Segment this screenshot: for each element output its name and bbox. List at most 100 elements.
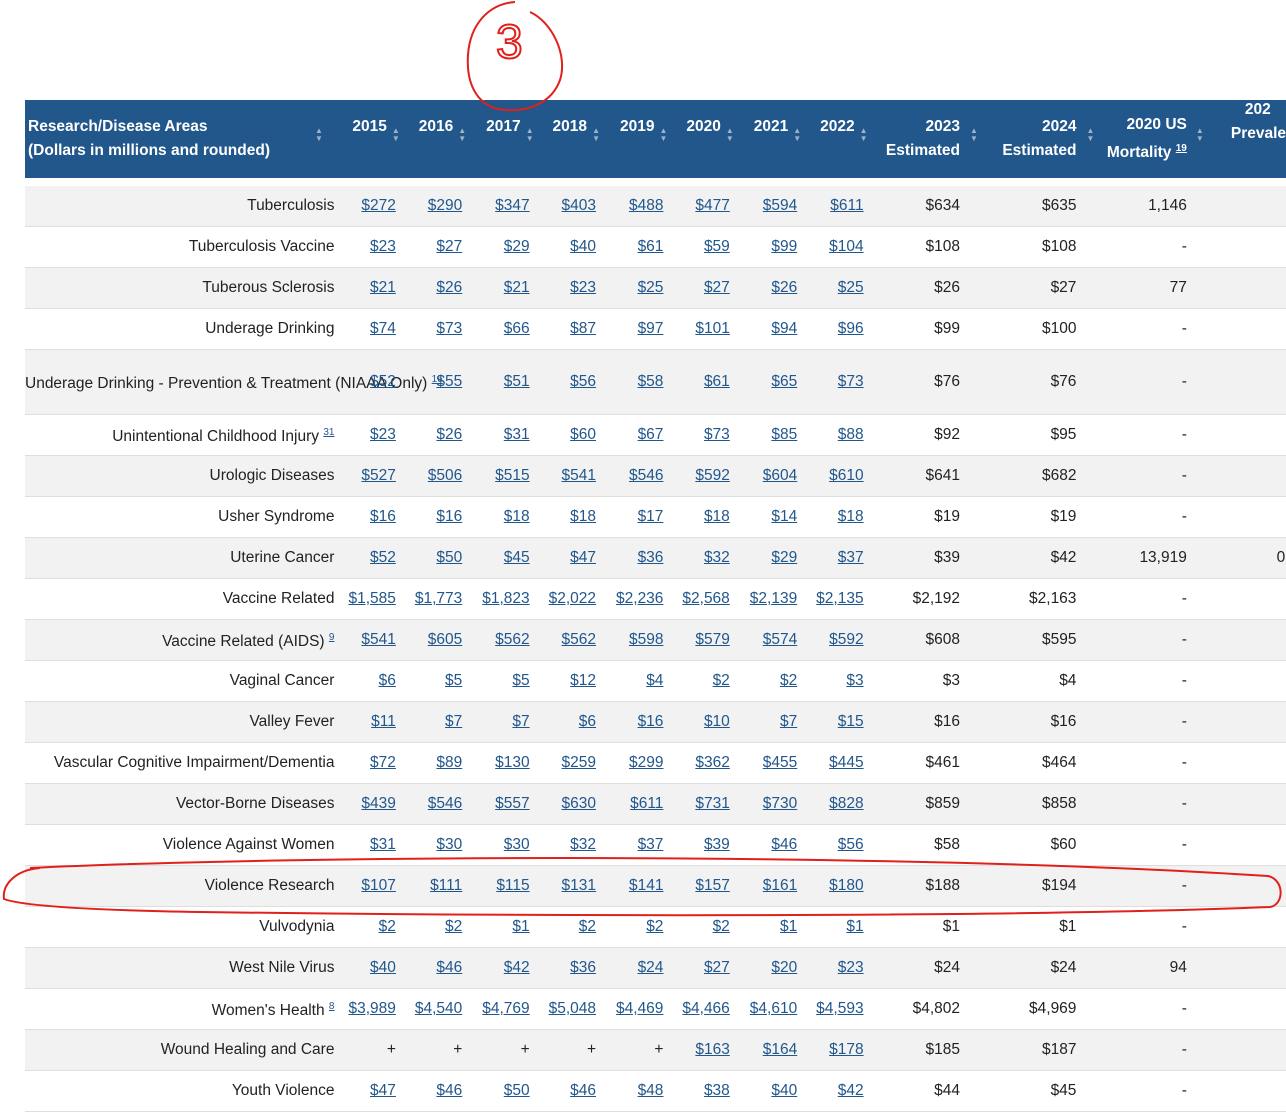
funding-value-link[interactable]: $163 bbox=[695, 1041, 730, 1058]
funding-value-link[interactable]: $2 bbox=[646, 918, 664, 935]
funding-value-link[interactable]: $18 bbox=[837, 508, 864, 525]
funding-value-link[interactable]: $477 bbox=[695, 197, 730, 214]
sort-icon[interactable]: ▲ ▼ bbox=[859, 126, 868, 143]
funding-value-link[interactable]: $4,610 bbox=[749, 1000, 798, 1017]
funding-value-link[interactable]: $610 bbox=[829, 467, 864, 484]
funding-value-link[interactable]: $2 bbox=[712, 672, 730, 689]
funding-value-link[interactable]: $180 bbox=[829, 877, 864, 894]
funding-value-link[interactable]: $5 bbox=[445, 672, 463, 689]
funding-value-link[interactable]: $66 bbox=[503, 320, 530, 337]
funding-value-link[interactable]: $31 bbox=[503, 426, 530, 443]
funding-value-link[interactable]: $2 bbox=[779, 672, 798, 689]
funding-value-link[interactable]: $6 bbox=[378, 672, 396, 689]
funding-value-link[interactable]: $101 bbox=[695, 320, 730, 337]
funding-value-link[interactable]: $1,585 bbox=[348, 590, 396, 607]
funding-value-link[interactable]: $3,989 bbox=[348, 1000, 396, 1017]
funding-value-link[interactable]: $17 bbox=[637, 508, 664, 525]
col-header-2015[interactable]: 2015 ▲ ▼ bbox=[334, 100, 402, 178]
funding-value-link[interactable]: $39 bbox=[703, 836, 730, 853]
funding-value-link[interactable]: $56 bbox=[837, 836, 864, 853]
funding-value-link[interactable]: $574 bbox=[762, 631, 798, 648]
funding-value-link[interactable]: $403 bbox=[561, 197, 597, 214]
funding-value-link[interactable]: $730 bbox=[762, 795, 798, 812]
funding-value-link[interactable]: $16 bbox=[637, 713, 664, 730]
funding-value-link[interactable]: $2,139 bbox=[749, 590, 798, 607]
funding-value-link[interactable]: $1 bbox=[846, 918, 864, 935]
funding-value-link[interactable]: $50 bbox=[436, 549, 463, 566]
sort-icon[interactable]: ▲ ▼ bbox=[659, 126, 668, 143]
funding-value-link[interactable]: $42 bbox=[503, 959, 530, 976]
footnote-link[interactable]: 9 bbox=[328, 632, 335, 643]
funding-value-link[interactable]: $611 bbox=[630, 795, 664, 812]
funding-value-link[interactable]: $50 bbox=[503, 1082, 530, 1099]
funding-value-link[interactable]: $1,773 bbox=[414, 590, 463, 607]
funding-value-link[interactable]: $47 bbox=[370, 1082, 396, 1099]
funding-value-link[interactable]: $26 bbox=[436, 426, 463, 443]
col-header-2016[interactable]: 2016 ▲ ▼ bbox=[401, 100, 469, 178]
funding-value-link[interactable]: $10 bbox=[703, 713, 730, 730]
funding-value-link[interactable]: $107 bbox=[361, 877, 396, 894]
funding-value-link[interactable]: $27 bbox=[703, 959, 730, 976]
funding-value-link[interactable]: $23 bbox=[837, 959, 864, 976]
funding-value-link[interactable]: $115 bbox=[496, 877, 530, 894]
funding-value-link[interactable]: $272 bbox=[361, 197, 396, 214]
funding-value-link[interactable]: $506 bbox=[427, 467, 463, 484]
funding-value-link[interactable]: $7 bbox=[445, 713, 463, 730]
funding-value-link[interactable]: $2 bbox=[445, 918, 463, 935]
funding-value-link[interactable]: $7 bbox=[779, 713, 798, 730]
funding-value-link[interactable]: $46 bbox=[570, 1082, 597, 1099]
funding-value-link[interactable]: $40 bbox=[570, 238, 597, 255]
funding-value-link[interactable]: $20 bbox=[771, 959, 798, 976]
funding-value-link[interactable]: $32 bbox=[703, 549, 730, 566]
funding-value-link[interactable]: $527 bbox=[361, 467, 396, 484]
funding-value-link[interactable]: $30 bbox=[503, 836, 530, 853]
funding-value-link[interactable]: $546 bbox=[628, 467, 664, 484]
funding-value-link[interactable]: $605 bbox=[427, 631, 463, 648]
funding-value-link[interactable]: $60 bbox=[570, 426, 597, 443]
col-header-2017[interactable]: 2017 ▲ ▼ bbox=[468, 100, 536, 178]
sort-icon[interactable]: ▲ ▼ bbox=[458, 126, 467, 143]
footnote-link[interactable]: 31 bbox=[323, 427, 335, 438]
funding-value-link[interactable]: $55 bbox=[436, 373, 463, 390]
funding-value-link[interactable]: $45 bbox=[503, 549, 530, 566]
funding-value-link[interactable]: $2 bbox=[712, 918, 730, 935]
funding-value-link[interactable]: $23 bbox=[570, 279, 597, 296]
col-header-2020[interactable]: 2020 ▲ ▼ bbox=[669, 100, 736, 178]
funding-value-link[interactable]: $38 bbox=[703, 1082, 730, 1099]
funding-value-link[interactable]: $16 bbox=[436, 508, 463, 525]
funding-value-link[interactable]: $85 bbox=[771, 426, 798, 443]
funding-value-link[interactable]: $96 bbox=[837, 320, 864, 337]
funding-value-link[interactable]: $51 bbox=[503, 373, 530, 390]
col-header-2019[interactable]: 2019 ▲ ▼ bbox=[602, 100, 670, 178]
funding-value-link[interactable]: $73 bbox=[436, 320, 463, 337]
sort-icon[interactable]: ▲ ▼ bbox=[525, 126, 534, 143]
funding-value-link[interactable]: $16 bbox=[370, 508, 396, 525]
funding-value-link[interactable]: $25 bbox=[637, 279, 664, 296]
funding-value-link[interactable]: $562 bbox=[495, 631, 530, 648]
col-header-2024-estimated[interactable]: 2024 Estimated ▲ ▼ bbox=[986, 100, 1103, 178]
funding-value-link[interactable]: $36 bbox=[570, 959, 597, 976]
funding-value-link[interactable]: $164 bbox=[762, 1041, 798, 1058]
funding-value-link[interactable]: $579 bbox=[695, 631, 730, 648]
funding-value-link[interactable]: $299 bbox=[628, 754, 664, 771]
funding-value-link[interactable]: $27 bbox=[703, 279, 730, 296]
funding-value-link[interactable]: $546 bbox=[427, 795, 463, 812]
funding-value-link[interactable]: $61 bbox=[703, 373, 730, 390]
funding-value-link[interactable]: $178 bbox=[829, 1041, 864, 1058]
funding-value-link[interactable]: $104 bbox=[829, 238, 864, 255]
funding-value-link[interactable]: $56 bbox=[570, 373, 597, 390]
funding-value-link[interactable]: $52 bbox=[370, 549, 396, 566]
footnote-link[interactable]: 19 bbox=[1175, 143, 1187, 154]
funding-value-link[interactable]: $23 bbox=[370, 238, 396, 255]
funding-value-link[interactable]: $111 bbox=[430, 877, 463, 894]
funding-value-link[interactable]: $541 bbox=[561, 467, 597, 484]
funding-value-link[interactable]: $99 bbox=[771, 238, 798, 255]
funding-value-link[interactable]: $29 bbox=[503, 238, 530, 255]
funding-value-link[interactable]: $52 bbox=[370, 373, 396, 390]
sort-icon[interactable]: ▲ ▼ bbox=[1195, 126, 1204, 143]
funding-value-link[interactable]: $5 bbox=[512, 672, 530, 689]
funding-value-link[interactable]: $31 bbox=[370, 836, 396, 853]
sort-icon[interactable]: ▲ ▼ bbox=[315, 126, 323, 143]
funding-value-link[interactable]: $65 bbox=[771, 373, 798, 390]
funding-value-link[interactable]: $94 bbox=[771, 320, 798, 337]
